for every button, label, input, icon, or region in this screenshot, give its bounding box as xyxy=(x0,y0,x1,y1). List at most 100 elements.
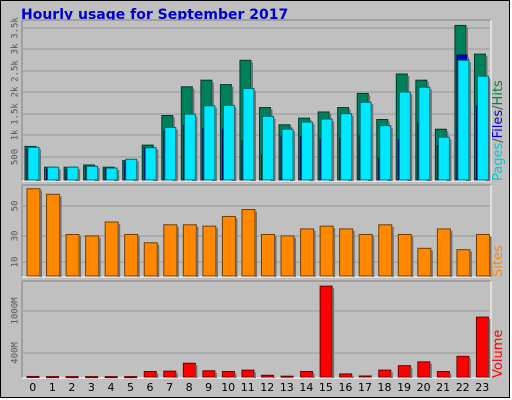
pages-bar-1-shadow xyxy=(58,169,61,181)
sites-bar-18 xyxy=(378,224,394,277)
sites-bar-17 xyxy=(358,233,375,277)
sites-bar-0-shadow xyxy=(40,190,42,277)
sites-bar-13-shadow xyxy=(294,237,297,277)
hour-label-8: 8 xyxy=(186,381,193,394)
hour-label-5: 5 xyxy=(127,381,134,394)
pages-bar-13-shadow xyxy=(293,131,296,181)
volume-bar-14-body xyxy=(300,370,314,378)
pages-bar-3-shadow xyxy=(97,168,100,181)
sites-bar-1 xyxy=(46,193,62,277)
pages-bar-23 xyxy=(476,75,491,181)
sites-bar-3-shadow xyxy=(98,237,101,277)
volume-bar-17 xyxy=(358,375,374,378)
hour-label-20: 20 xyxy=(417,381,431,394)
pages-bar-3 xyxy=(86,165,100,181)
sites-bar-12-shadow xyxy=(274,236,277,277)
volume-panel-side-label: Volume xyxy=(491,330,506,378)
sites-bar-18-body xyxy=(378,224,393,277)
pages-bar-0-body xyxy=(27,146,40,181)
hour-label-2: 2 xyxy=(68,381,75,394)
pages-bar-5-shadow xyxy=(136,161,139,181)
pages-bar-3-body xyxy=(86,165,99,181)
hits-panel-tick-label: 3k xyxy=(11,43,21,54)
pages-bar-18 xyxy=(379,125,393,181)
sites-bar-17-shadow xyxy=(372,236,375,277)
volume-bar-9 xyxy=(202,370,217,378)
pages-bar-9-shadow xyxy=(214,107,217,181)
hour-label-14: 14 xyxy=(299,381,313,394)
hour-label-4: 4 xyxy=(107,381,114,394)
sites-bar-12 xyxy=(261,233,277,277)
sites-bar-16-shadow xyxy=(352,230,355,277)
pages-bar-20-shadow xyxy=(429,89,432,181)
sites-bar-18-shadow xyxy=(391,226,394,277)
sites-bar-10 xyxy=(221,215,238,277)
pages-bar-17-body xyxy=(359,101,372,181)
pages-bar-19-body xyxy=(398,91,411,181)
chart-title: Hourly usage for September 2017 xyxy=(21,7,289,23)
volume-bar-19-shadow xyxy=(410,367,413,378)
side-label-part-2: Files xyxy=(491,110,506,139)
volume-bar-22 xyxy=(456,355,471,378)
sites-panel-tick-label: 10 xyxy=(11,257,21,268)
hour-label-22: 22 xyxy=(456,381,470,394)
pages-bar-9-body xyxy=(203,105,216,181)
hour-label-9: 9 xyxy=(205,381,212,394)
pages-bar-4-shadow xyxy=(117,170,120,181)
volume-bar-15-shadow xyxy=(332,288,335,378)
volume-bar-20-body xyxy=(417,361,431,378)
volume-bar-22-shadow xyxy=(468,358,471,378)
volume-bar-15 xyxy=(319,285,335,378)
sites-bar-19-shadow xyxy=(411,236,414,277)
hour-label-23: 23 xyxy=(475,381,489,394)
volume-bar-10-shadow xyxy=(234,373,237,378)
sites-panel-tick-label: 50 xyxy=(11,201,21,212)
volume-bar-23-shadow xyxy=(488,319,491,378)
pages-bar-7-shadow xyxy=(175,129,178,181)
pages-bar-9 xyxy=(203,105,217,181)
sites-bar-17-body xyxy=(358,233,373,277)
pages-bar-10-shadow xyxy=(234,107,237,181)
volume-bar-1 xyxy=(46,376,60,379)
pages-bar-11 xyxy=(242,88,256,181)
hour-label-7: 7 xyxy=(166,381,173,394)
pages-bar-21-shadow xyxy=(449,139,452,181)
pages-bar-7-body xyxy=(164,126,177,181)
side-label-part-0: Pages xyxy=(491,143,506,181)
volume-panel xyxy=(22,281,491,378)
hour-label-13: 13 xyxy=(280,381,294,394)
volume-bar-18 xyxy=(378,369,393,378)
volume-panel-tick-label: 400M xyxy=(11,342,21,364)
volume-bar-5 xyxy=(124,376,138,379)
volume-bar-2 xyxy=(65,376,79,379)
hits-panel-tick-label: 500 xyxy=(11,149,21,165)
volume-bar-0 xyxy=(26,375,40,378)
sites-bar-6-shadow xyxy=(157,244,160,277)
sites-bar-15-shadow xyxy=(333,228,336,277)
volume-bar-10 xyxy=(221,370,237,378)
sites-bar-8 xyxy=(182,224,199,277)
volume-bar-21 xyxy=(436,370,452,378)
pages-bar-6-body xyxy=(144,147,157,181)
sites-bar-9 xyxy=(202,225,218,277)
side-label-part-3: / xyxy=(491,105,506,110)
sites-bar-20-body xyxy=(417,247,432,277)
hits-panel-tick-label: 2k xyxy=(11,86,21,97)
pages-bar-14 xyxy=(301,121,315,181)
sites-bar-8-shadow xyxy=(196,226,199,277)
pages-bar-5 xyxy=(125,158,139,181)
volume-bar-7 xyxy=(163,370,178,378)
volume-bar-6-shadow xyxy=(156,373,159,378)
volume-bar-9-shadow xyxy=(214,372,217,378)
sites-bar-7-shadow xyxy=(176,226,179,277)
volume-bar-10-body xyxy=(221,370,235,378)
sites-bar-12-body xyxy=(261,233,275,277)
sites-bar-11-shadow xyxy=(254,211,257,277)
pages-bar-16-shadow xyxy=(351,115,354,181)
pages-bar-2-shadow xyxy=(78,169,81,181)
sites-bar-4-shadow xyxy=(118,224,121,277)
hour-label-16: 16 xyxy=(338,381,352,394)
sites-bar-7 xyxy=(163,224,179,277)
pages-bar-8-shadow xyxy=(195,116,198,181)
